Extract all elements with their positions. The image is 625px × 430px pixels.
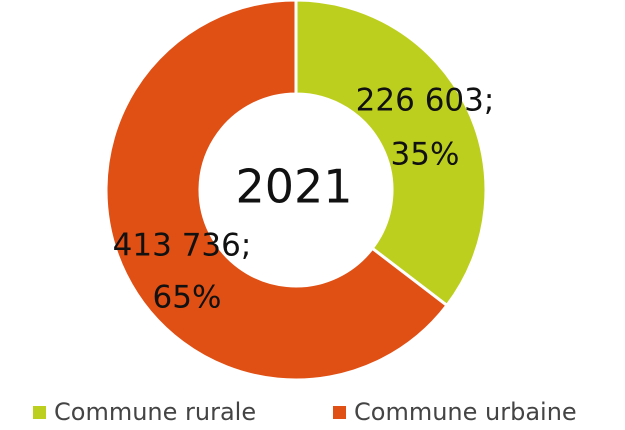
legend-label: Commune rurale [54, 398, 256, 426]
legend-label: Commune urbaine [354, 398, 577, 426]
donut-slice [294, 0, 488, 308]
legend-swatch [33, 406, 46, 419]
value-label: 226 603; [356, 83, 495, 119]
donut-slice [104, 0, 450, 382]
center-label: 2021 [235, 160, 352, 214]
legend-swatch [333, 406, 346, 419]
value-label: 413 736; [113, 228, 252, 264]
percentage-label: 35% [391, 137, 460, 173]
percentage-label: 65% [153, 280, 222, 316]
